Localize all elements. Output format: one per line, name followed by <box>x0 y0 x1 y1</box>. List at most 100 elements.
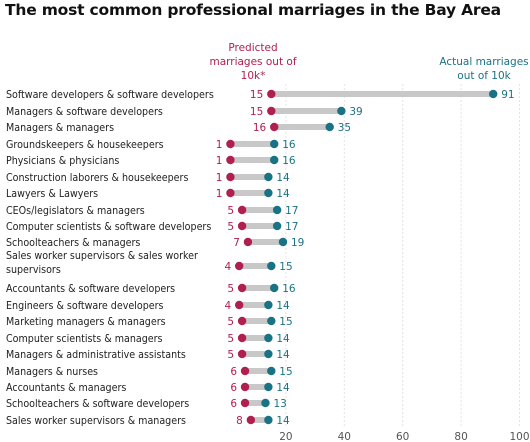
chart-row: Managers & software developers 15 39 <box>6 106 363 118</box>
predicted-value-label: 5 <box>227 333 234 345</box>
predicted-point <box>240 398 250 408</box>
legend-predicted-line: marriages out of <box>209 56 296 68</box>
chart-row: Construction laborers & housekeepers 1 14 <box>6 172 290 184</box>
x-tick-label: 20 <box>279 431 292 442</box>
predicted-point <box>234 261 244 271</box>
chart-row: Managers & administrative assistants 5 14 <box>6 349 290 361</box>
row-label: Marketing managers & managers <box>6 316 166 328</box>
row-label: Engineers & software developers <box>6 300 164 312</box>
actual-point <box>278 237 288 247</box>
predicted-value-label: 4 <box>224 300 231 312</box>
actual-point <box>272 205 282 215</box>
predicted-point <box>243 237 253 247</box>
actual-value-label: 14 <box>276 172 290 184</box>
actual-point <box>489 89 498 99</box>
row-label-line: Sales worker supervisors & sales worker <box>6 250 198 262</box>
chart-row: Accountants & managers 6 14 <box>6 382 290 394</box>
row-label: Managers & administrative assistants <box>6 349 186 361</box>
chart-row: Managers & managers 16 35 <box>6 122 351 134</box>
predicted-value-label: 4 <box>224 261 231 273</box>
row-label: Computer scientists & software developer… <box>6 221 211 233</box>
row-label: Physicians & physicians <box>6 155 119 167</box>
predicted-point <box>226 172 235 182</box>
row-label-line: Computer scientists & managers <box>6 333 163 345</box>
actual-value-label: 14 <box>276 300 290 312</box>
predicted-value-label: 1 <box>216 155 223 167</box>
predicted-point <box>240 382 250 392</box>
predicted-value-label: 5 <box>227 205 234 217</box>
actual-value-label: 14 <box>276 333 290 345</box>
legend-actual-line: out of 10k <box>457 70 511 82</box>
predicted-value-label: 5 <box>227 221 234 233</box>
chart-row: Physicians & physicians 1 16 <box>6 155 296 167</box>
actual-point <box>267 261 276 271</box>
actual-value-label: 16 <box>282 155 296 167</box>
row-label: Schoolteachers & managers <box>6 237 140 249</box>
actual-value-label: 15 <box>279 316 292 328</box>
row-label: Schoolteachers & software developers <box>6 398 189 410</box>
predicted-value-label: 1 <box>216 188 223 200</box>
row-label-line: Lawyers & Lawyers <box>6 188 98 200</box>
chart-row: Accountants & software developers 5 16 <box>6 283 296 295</box>
predicted-value-label: 7 <box>233 237 240 249</box>
row-label: CEOs/legislators & managers <box>6 205 145 217</box>
actual-point <box>264 382 273 392</box>
predicted-point <box>246 415 256 425</box>
predicted-point <box>267 89 276 99</box>
chart-row: Marketing managers & managers 5 15 <box>6 316 293 328</box>
actual-point <box>337 106 346 116</box>
predicted-point <box>237 283 247 293</box>
actual-value-label: 14 <box>276 415 290 427</box>
predicted-value-label: 5 <box>227 283 234 295</box>
chart-row: Sales worker supervisors & sales worker s… <box>6 250 293 276</box>
chart-row: Engineers & software developers 4 14 <box>6 300 290 312</box>
row-label-line: Marketing managers & managers <box>6 316 166 328</box>
actual-value-label: 16 <box>282 139 296 151</box>
actual-point <box>264 349 273 359</box>
chart-row: Lawyers & Lawyers 1 14 <box>6 188 290 200</box>
chart-row: Groundskeepers & housekeepers 1 16 <box>6 139 296 151</box>
row-label-line: Managers & managers <box>6 122 114 134</box>
predicted-point <box>237 205 247 215</box>
row-label-line: Software developers & software developer… <box>6 89 214 101</box>
actual-value-label: 14 <box>276 349 290 361</box>
row-label-line: Managers & administrative assistants <box>6 349 186 361</box>
actual-point <box>264 188 273 198</box>
row-label: Construction laborers & housekeepers <box>6 172 188 184</box>
row-label-line: Schoolteachers & software developers <box>6 398 189 410</box>
predicted-point <box>240 366 250 376</box>
x-tick-label: 100 <box>509 431 529 442</box>
row-label-line: CEOs/legislators & managers <box>6 205 145 217</box>
x-tick-label: 80 <box>454 431 467 442</box>
predicted-point <box>226 139 235 149</box>
actual-point <box>261 398 270 408</box>
predicted-point <box>237 316 247 326</box>
x-tick-label: 60 <box>396 431 409 442</box>
row-label: Managers & managers <box>6 122 114 134</box>
predicted-point <box>237 221 247 231</box>
predicted-point <box>234 300 244 310</box>
predicted-value-label: 6 <box>230 382 237 394</box>
actual-point <box>270 283 279 293</box>
actual-point <box>264 300 273 310</box>
predicted-point <box>226 155 235 165</box>
predicted-value-label: 6 <box>230 398 237 410</box>
predicted-point <box>237 349 247 359</box>
actual-value-label: 14 <box>276 382 290 394</box>
row-label-line: Computer scientists & software developer… <box>6 221 211 233</box>
predicted-value-label: 5 <box>227 316 234 328</box>
legend-predicted-line: Predicted <box>228 42 277 54</box>
row-label-line: Schoolteachers & managers <box>6 237 140 249</box>
actual-value-label: 13 <box>273 398 286 410</box>
row-label-line: Accountants & software developers <box>6 283 175 295</box>
actual-point <box>264 415 273 425</box>
row-label: Sales worker supervisors & sales worker s… <box>6 250 198 276</box>
actual-value-label: 17 <box>285 205 298 217</box>
actual-value-label: 15 <box>279 366 292 378</box>
row-label: Groundskeepers & housekeepers <box>6 139 164 151</box>
chart-row: CEOs/legislators & managers 5 17 <box>6 205 299 217</box>
row-label: Accountants & managers <box>6 382 126 394</box>
actual-value-label: 16 <box>282 283 296 295</box>
row-label: Sales worker supervisors & managers <box>6 415 186 427</box>
